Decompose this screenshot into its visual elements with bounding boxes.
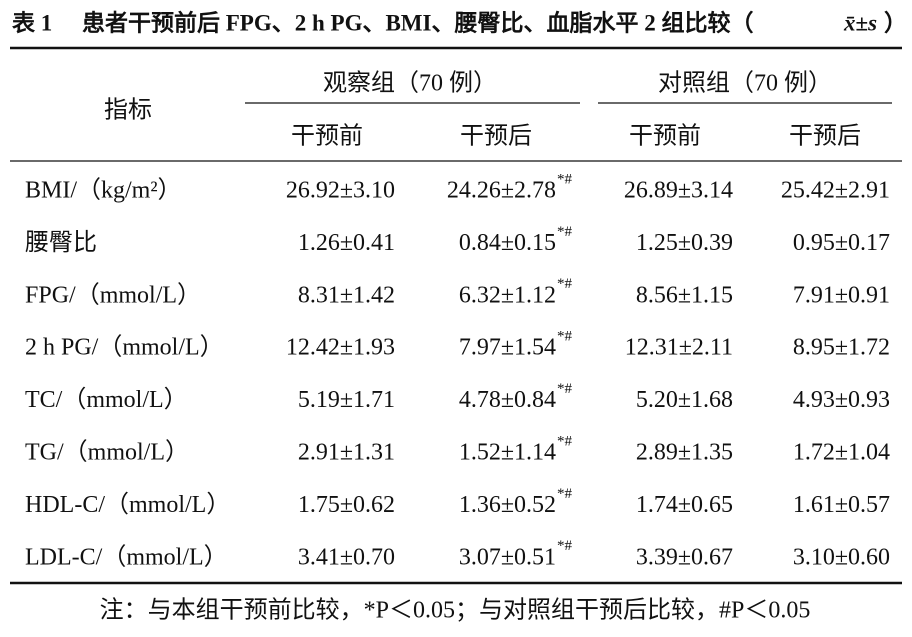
corner-header: 指标	[104, 97, 152, 124]
cell-value: 3.41±0.70	[298, 544, 395, 570]
significance-mark: *#	[557, 224, 573, 240]
cell-value: 1.25±0.39	[636, 230, 733, 256]
cell-value: 1.61±0.57	[793, 492, 890, 518]
cell-value: 1.74±0.65	[636, 492, 733, 518]
cell-value: 24.26±2.78	[447, 178, 556, 204]
sub-header: 干预前	[629, 123, 701, 150]
cell-value: 3.07±0.51	[459, 544, 556, 570]
cell-value: 0.84±0.15	[459, 230, 556, 256]
cell-value: 5.20±1.68	[636, 387, 733, 413]
cell-value: 2.91±1.31	[298, 440, 395, 466]
cell-value: 12.31±2.11	[625, 335, 733, 361]
cell-value: 4.78±0.84	[459, 387, 556, 413]
row-label: FPG/（mmol/L）	[25, 282, 201, 308]
row-label: 腰臀比	[25, 229, 97, 256]
significance-mark: *#	[557, 329, 573, 345]
cell-value: 8.56±1.15	[636, 282, 733, 308]
cell-value: 0.95±0.17	[793, 230, 890, 256]
sub-header: 干预前	[291, 123, 363, 150]
title-close: ）	[884, 9, 907, 35]
row-label: BMI/（kg/m²）	[25, 178, 182, 204]
cell-value: 1.26±0.41	[298, 230, 395, 256]
cell-value: 26.89±3.14	[624, 178, 733, 204]
row-label: 2 h PG/（mmol/L）	[25, 335, 224, 361]
cell-value: 8.95±1.72	[793, 335, 890, 361]
group-header: 对照组（70 例）	[658, 70, 832, 97]
table-number: 表 1	[12, 10, 52, 35]
cell-value: 4.93±0.93	[793, 387, 890, 413]
sub-header: 干预后	[460, 123, 532, 150]
sub-header: 干预后	[789, 123, 861, 150]
significance-mark: *#	[557, 276, 573, 292]
title-stat: x̄±s	[843, 10, 877, 35]
cell-value: 3.39±0.67	[636, 544, 733, 570]
cell-value: 2.89±1.35	[636, 440, 733, 466]
cell-value: 1.36±0.52	[459, 492, 556, 518]
row-label: TG/（mmol/L）	[25, 440, 189, 466]
cell-value: 1.72±1.04	[793, 440, 890, 466]
cell-value: 6.32±1.12	[459, 282, 556, 308]
significance-mark: *#	[557, 433, 573, 449]
significance-mark: *#	[557, 381, 573, 397]
cell-value: 12.42±1.93	[286, 335, 395, 361]
table-title: 患者干预前后 FPG、2 h PG、BMI、腰臀比、血脂水平 2 组比较（	[82, 9, 753, 35]
cell-value: 5.19±1.71	[298, 387, 395, 413]
cell-value: 3.10±0.60	[793, 544, 890, 570]
cell-value: 1.52±1.14	[459, 440, 556, 466]
cell-value: 7.97±1.54	[459, 335, 556, 361]
significance-mark: *#	[557, 171, 573, 187]
significance-mark: *#	[557, 538, 573, 554]
table-note: 注：与本组干预前比较，*P＜0.05；与对照组干预后比较，#P＜0.05	[100, 597, 811, 624]
cell-value: 25.42±2.91	[781, 178, 890, 204]
row-label: LDL-C/（mmol/L）	[25, 544, 228, 570]
significance-mark: *#	[557, 486, 573, 502]
cell-value: 8.31±1.42	[298, 282, 395, 308]
row-label: HDL-C/（mmol/L）	[25, 492, 230, 518]
row-label: TC/（mmol/L）	[25, 387, 188, 413]
cell-value: 7.91±0.91	[793, 282, 890, 308]
cell-value: 1.75±0.62	[298, 492, 395, 518]
cell-value: 26.92±3.10	[286, 178, 395, 204]
group-header: 观察组（70 例）	[323, 70, 497, 97]
